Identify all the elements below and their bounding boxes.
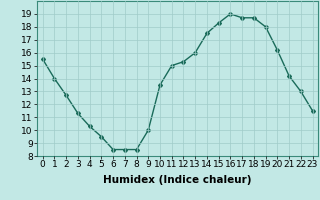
X-axis label: Humidex (Indice chaleur): Humidex (Indice chaleur) (103, 175, 252, 185)
